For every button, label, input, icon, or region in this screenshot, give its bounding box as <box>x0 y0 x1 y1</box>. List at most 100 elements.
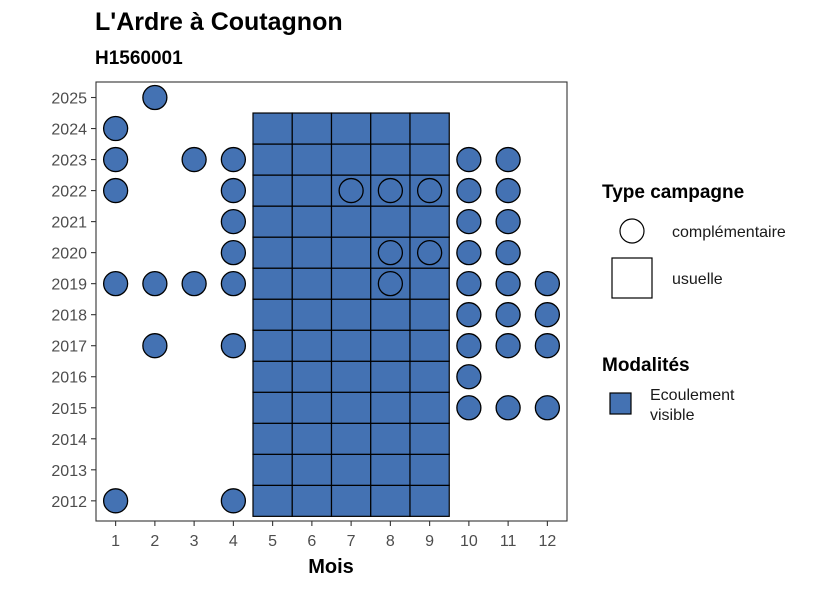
usuelle-square <box>409 298 450 331</box>
complementaire-point-empty <box>416 239 443 266</box>
usuelle-square <box>370 236 411 269</box>
complementaire-point <box>456 333 482 359</box>
y-tick-label: 2025 <box>51 91 87 108</box>
y-tick-label: 2019 <box>51 277 87 294</box>
legend: Type campagne complémentaire usuelle Mod… <box>602 182 786 424</box>
usuelle-square <box>330 422 372 455</box>
y-tick-label: 2021 <box>51 215 87 232</box>
y-tick-label: 2022 <box>51 184 87 201</box>
complementaire-point <box>495 395 521 421</box>
x-tick-label: 4 <box>229 533 238 550</box>
usuelle-square <box>291 391 333 424</box>
complementaire-point <box>102 146 129 173</box>
complementaire-point-empty <box>338 177 364 204</box>
complementaire-point <box>534 271 561 297</box>
usuelle-square <box>370 484 411 517</box>
y-tick-label: 2020 <box>51 246 87 263</box>
usuelle-square <box>291 143 333 176</box>
usuelle-square <box>409 360 450 393</box>
usuelle-square <box>252 143 293 176</box>
complementaire-point <box>456 364 482 390</box>
complementaire-point <box>534 302 561 328</box>
x-tick-label: 8 <box>386 533 395 550</box>
plot-border <box>95 81 568 522</box>
complementaire-point <box>181 146 207 173</box>
usuelle-square <box>370 112 411 145</box>
y-tick-label: 2015 <box>51 401 87 418</box>
usuelle-square <box>252 112 293 145</box>
usuelle-square <box>370 329 411 362</box>
complementaire-point <box>456 146 482 173</box>
complementaire-point <box>220 271 247 297</box>
y-tick-label: 2017 <box>51 339 87 356</box>
usuelle-square <box>252 267 293 300</box>
usuelle-square <box>252 205 293 238</box>
complementaire-point <box>456 302 482 328</box>
usuelle-square <box>409 267 450 300</box>
usuelle-square <box>291 205 333 238</box>
usuelle-square <box>370 267 411 300</box>
complementaire-point <box>220 488 247 514</box>
x-tick-label: 3 <box>190 533 199 550</box>
usuelle-square <box>252 236 293 269</box>
y-tick-label: 2024 <box>51 122 87 139</box>
complementaire-point <box>220 177 247 204</box>
usuelle-square <box>409 422 450 455</box>
usuelle-square <box>409 236 450 269</box>
complementaire-point <box>102 115 129 142</box>
chart-title: L'Ardre à Coutagnon <box>95 8 343 36</box>
usuelle-square <box>330 329 372 362</box>
usuelle-square <box>370 143 411 176</box>
usuelle-square <box>252 484 293 517</box>
legend-fill-key <box>609 392 632 415</box>
complementaire-point <box>102 488 129 514</box>
usuelle-square <box>330 484 372 517</box>
complementaire-point <box>456 239 482 266</box>
y-tick-label: 2018 <box>51 308 87 325</box>
usuelle-square <box>409 391 450 424</box>
usuelle-square <box>370 174 411 207</box>
complementaire-point-empty <box>377 239 404 266</box>
complementaire-point <box>456 271 482 297</box>
complementaire-point <box>495 302 521 328</box>
usuelle-square <box>409 329 450 362</box>
complementaire-point <box>181 271 207 297</box>
usuelle-square <box>252 329 293 362</box>
chart-subtitle: H1560001 <box>95 48 183 69</box>
y-tick-label: 2014 <box>51 432 87 449</box>
usuelle-square <box>330 298 372 331</box>
complementaire-point <box>534 395 561 421</box>
complementaire-point <box>220 333 247 359</box>
usuelle-square <box>291 298 333 331</box>
x-tick-label: 9 <box>425 533 434 550</box>
usuelle-square <box>370 422 411 455</box>
x-axis: 1 2 3 4 5 6 7 8 9 10 11 12 <box>111 521 556 550</box>
complementaire-point <box>142 333 168 359</box>
usuelle-square <box>330 112 372 145</box>
usuelle-square <box>409 174 450 207</box>
usuelle-square <box>252 453 293 486</box>
y-tick-label: 2012 <box>51 494 87 511</box>
complementaire-circles <box>102 84 561 514</box>
complementaire-point-empty <box>377 271 404 297</box>
usuelle-square <box>252 174 293 207</box>
complementaire-point-empty <box>377 177 404 204</box>
complementaire-point <box>495 239 521 266</box>
legend-label-complementaire: complémentaire <box>672 224 786 241</box>
complementaire-point <box>220 146 247 173</box>
y-tick-label: 2023 <box>51 153 87 170</box>
complementaire-point <box>456 208 482 235</box>
usuelle-square <box>291 422 333 455</box>
usuelle-square <box>330 143 372 176</box>
usuelle-square <box>370 298 411 331</box>
legend-type-title: Type campagne <box>602 182 744 203</box>
y-tick-label: 2013 <box>51 463 87 480</box>
legend-circle-key <box>619 218 645 244</box>
usuelle-square <box>409 453 450 486</box>
x-tick-label: 2 <box>150 533 159 550</box>
usuelle-square <box>291 329 333 362</box>
usuelle-square <box>370 205 411 238</box>
usuelle-square <box>330 360 372 393</box>
complementaire-point <box>495 208 521 235</box>
